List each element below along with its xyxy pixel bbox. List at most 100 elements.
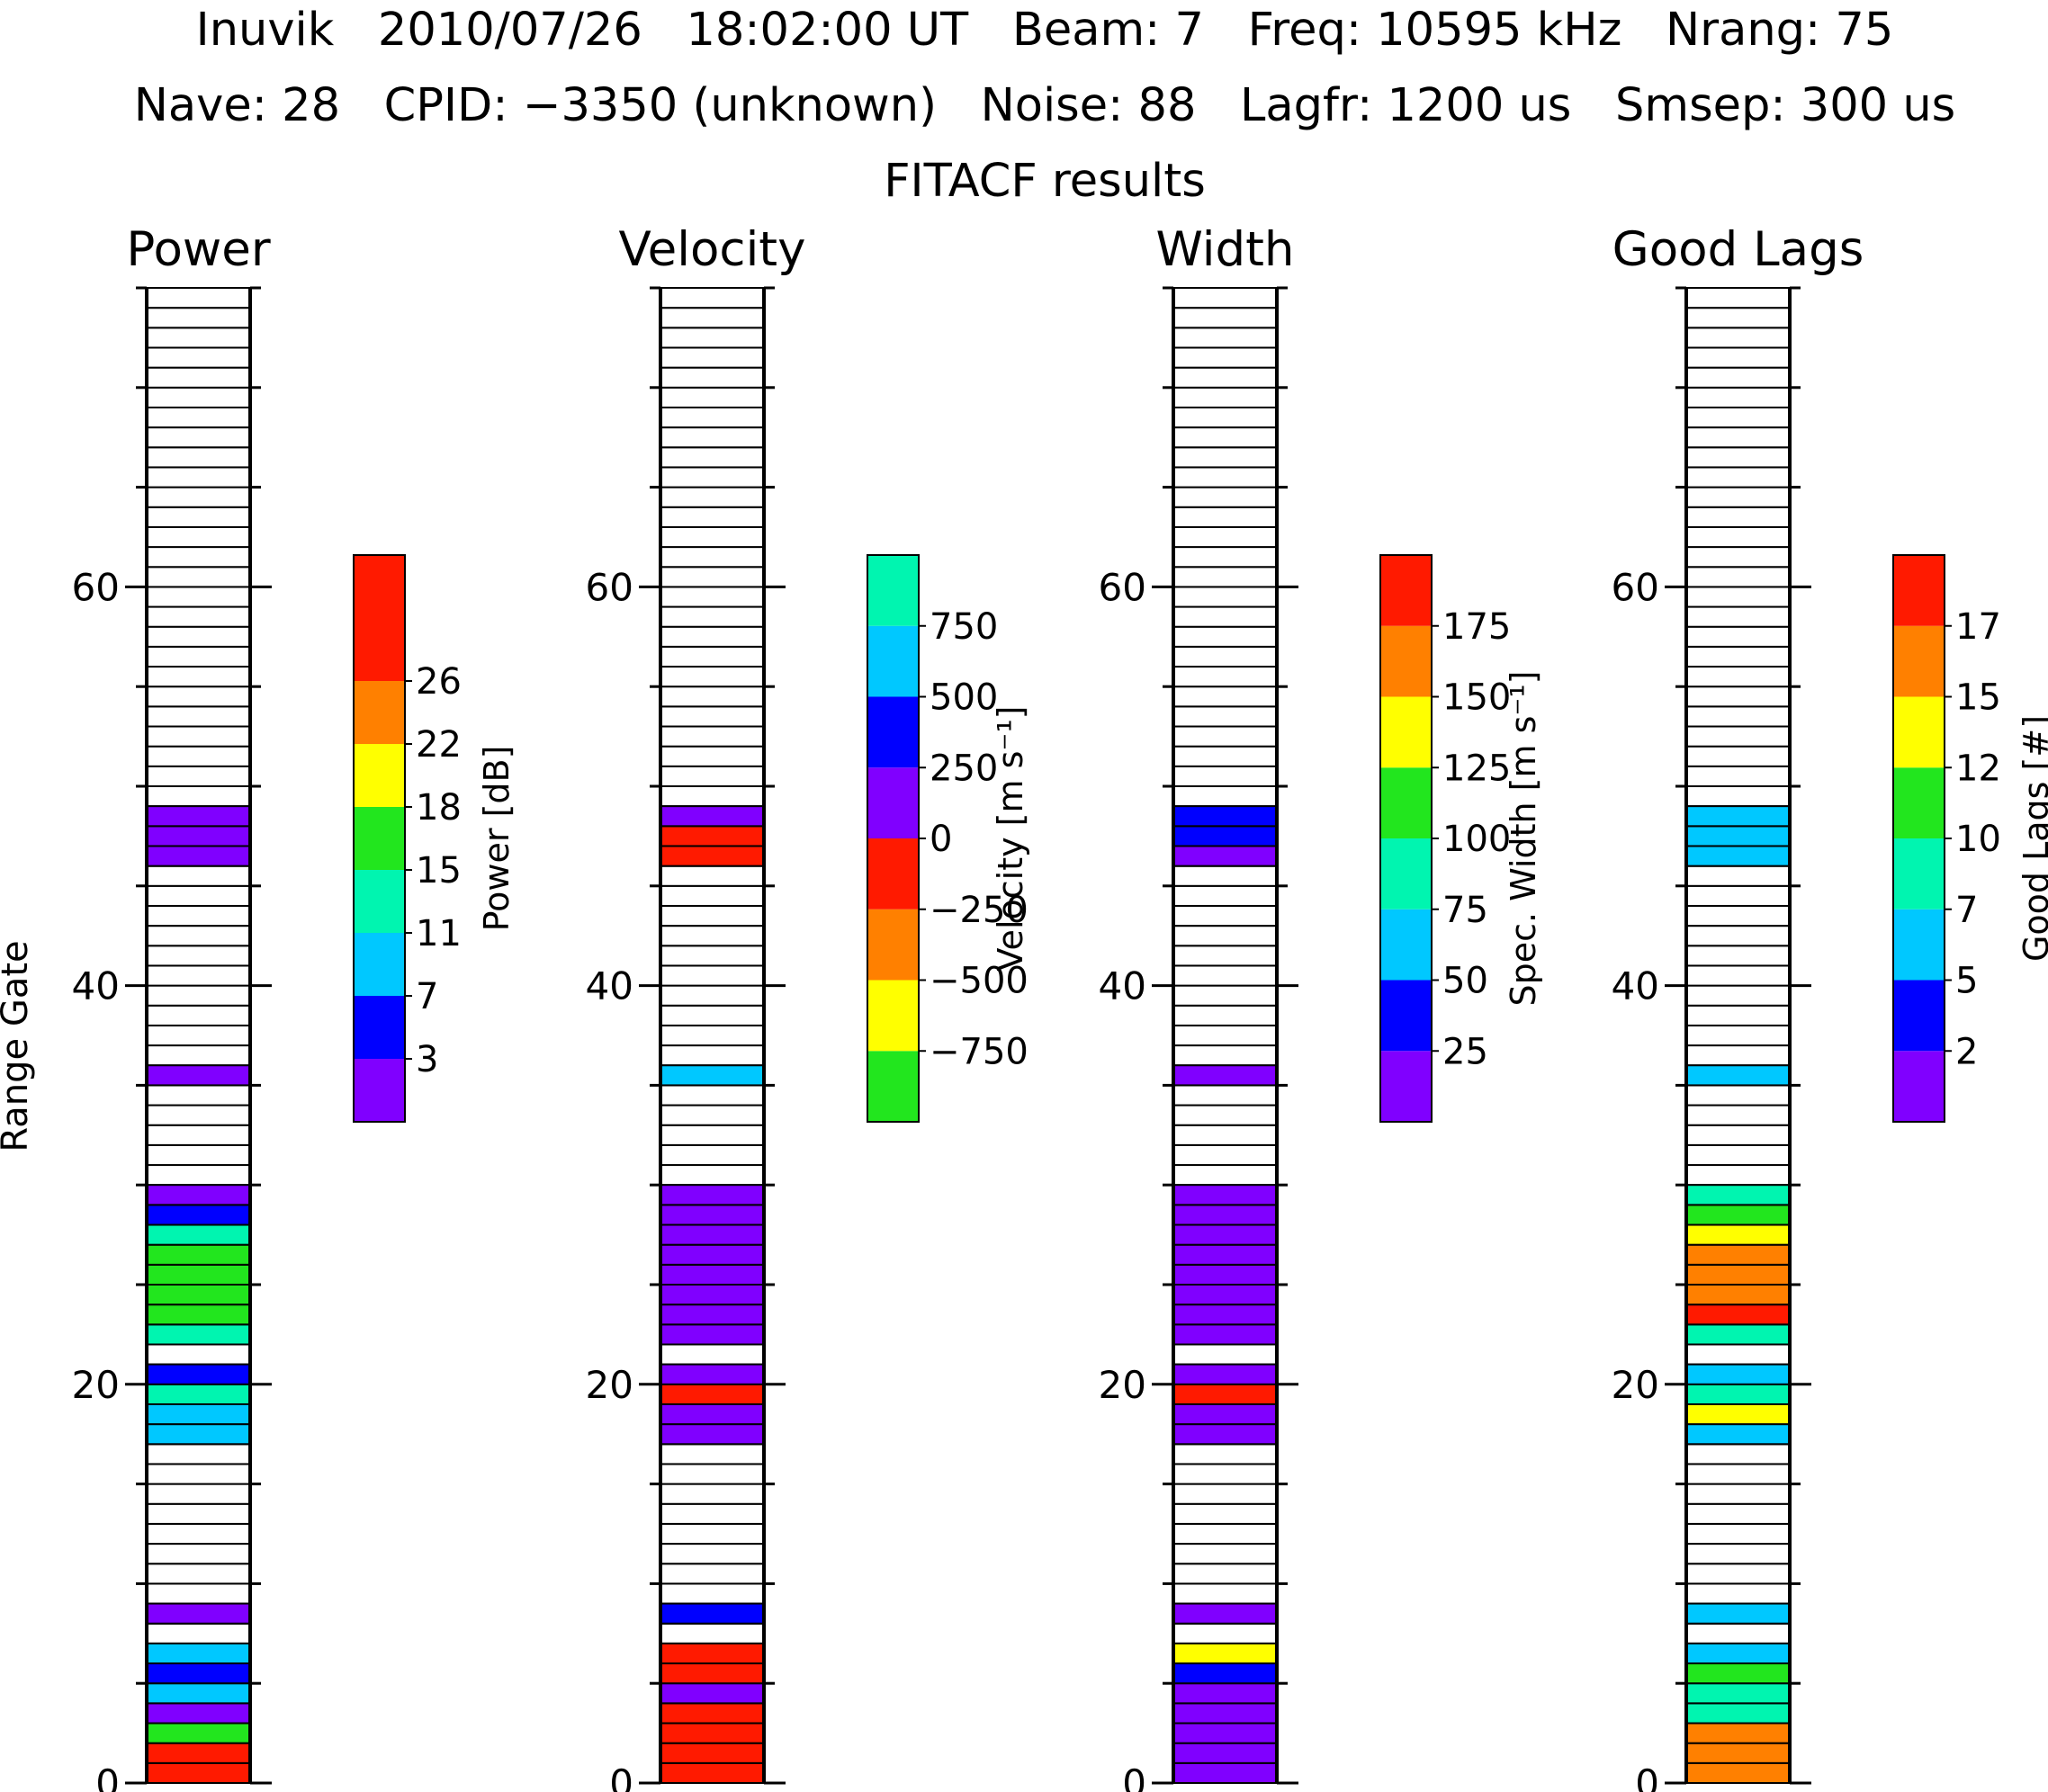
- good-lags-empty-gate: [1685, 605, 1791, 628]
- width-empty-gate: [1172, 1024, 1278, 1047]
- power-empty-gate: [146, 566, 251, 588]
- power-empty-gate: [146, 1563, 251, 1585]
- good-lags-empty-gate: [1685, 525, 1791, 549]
- good-lags-empty-gate: [1685, 1044, 1791, 1067]
- power-gate-cell: [146, 805, 251, 828]
- good-lags-gate-cell: [1685, 1204, 1791, 1226]
- velocity-tick-label: 60: [586, 565, 633, 609]
- velocity-empty-gate: [660, 1343, 765, 1366]
- velocity-gate-cell: [660, 1742, 765, 1764]
- width-empty-gate: [1172, 725, 1278, 748]
- good-lags-colorbar-tick-label: 15: [1955, 677, 2001, 719]
- power-empty-gate: [146, 945, 251, 967]
- velocity-empty-gate: [660, 446, 765, 469]
- velocity-empty-gate: [660, 1622, 765, 1644]
- power-empty-gate: [146, 586, 251, 608]
- power-gate-cell: [146, 1184, 251, 1206]
- width-empty-gate: [1172, 1483, 1278, 1505]
- width-panel: Width 0 20 40 60 25 50 75 100 125 150 175 Spec. Widt…: [1099, 222, 1543, 1792]
- header-line-2: Nave: 28 CPID: −3350 (unknown) Noise: 88…: [134, 79, 1955, 132]
- width-empty-gate: [1172, 625, 1278, 648]
- width-empty-gate: [1172, 765, 1278, 788]
- power-empty-gate: [146, 366, 251, 389]
- power-empty-gate: [146, 964, 251, 987]
- power-empty-gate: [146, 865, 251, 887]
- power-empty-gate: [146, 1164, 251, 1187]
- good-lags-colorbar-tick-label: 12: [1955, 748, 2001, 789]
- velocity-colorbar-swatch: [867, 767, 919, 838]
- y-axis-label: Range Gate: [0, 940, 36, 1151]
- power-gate-cell: [146, 1402, 251, 1426]
- power-colorbar-label: Power [dB]: [477, 746, 516, 932]
- power-gate-cell: [146, 1682, 251, 1705]
- good-lags-empty-gate: [1685, 1343, 1791, 1366]
- velocity-colorbar-tick-label: −500: [930, 961, 1028, 1002]
- width-gate-cell: [1172, 1363, 1278, 1385]
- good-lags-empty-gate: [1685, 1622, 1791, 1644]
- velocity-empty-gate: [660, 925, 765, 947]
- power-empty-gate: [146, 1104, 251, 1126]
- velocity-colorbar-swatch: [867, 1051, 919, 1122]
- power-empty-gate: [146, 1044, 251, 1067]
- good-lags-gate-cell: [1685, 1383, 1791, 1405]
- velocity-gate-cell: [660, 805, 765, 828]
- width-colorbar-tick-label: 125: [1442, 748, 1511, 789]
- velocity-colorbar-swatch: [867, 838, 919, 909]
- good-lags-empty-gate: [1685, 566, 1791, 588]
- good-lags-colorbar-swatch: [1893, 625, 1945, 697]
- width-empty-gate: [1172, 1104, 1278, 1126]
- width-gate-cell: [1172, 1243, 1278, 1266]
- good-lags-empty-gate: [1685, 327, 1791, 349]
- width-empty-gate: [1172, 925, 1278, 947]
- good-lags-colorbar-swatch: [1893, 909, 1945, 981]
- good-lags-gate-cell: [1685, 1702, 1791, 1725]
- velocity-empty-gate: [660, 1522, 765, 1546]
- power-gate-cell: [146, 1204, 251, 1226]
- width-colorbar-tick-label: 175: [1442, 606, 1511, 648]
- power-empty-gate: [146, 765, 251, 788]
- width-gate-cell: [1172, 1184, 1278, 1206]
- power-gate-cell: [146, 1383, 251, 1405]
- power-empty-gate: [146, 1622, 251, 1644]
- power-colorbar-frame: [353, 554, 406, 1123]
- good-lags-empty-gate: [1685, 925, 1791, 947]
- good-lags-gate-cell: [1685, 1284, 1791, 1306]
- velocity-empty-gate: [660, 765, 765, 788]
- velocity-empty-gate: [660, 506, 765, 528]
- velocity-empty-gate: [660, 566, 765, 588]
- width-gate-cell: [1172, 1642, 1278, 1665]
- width-empty-gate: [1172, 386, 1278, 408]
- width-empty-gate: [1172, 1502, 1278, 1525]
- width-empty-gate: [1172, 546, 1278, 569]
- velocity-empty-gate: [660, 1143, 765, 1167]
- width-colorbar-swatch: [1380, 625, 1432, 697]
- power-colorbar-swatch: [354, 618, 405, 681]
- width-empty-gate: [1172, 426, 1278, 449]
- power-gate-cell: [146, 845, 251, 867]
- velocity-empty-gate: [660, 666, 765, 688]
- good-lags-empty-gate: [1685, 865, 1791, 887]
- velocity-empty-gate: [660, 685, 765, 708]
- width-empty-gate: [1172, 566, 1278, 588]
- velocity-gate-cell: [660, 1402, 765, 1426]
- width-empty-gate: [1172, 1004, 1278, 1026]
- power-empty-gate: [146, 645, 251, 668]
- power-colorbar-tick-label: 3: [416, 1039, 438, 1080]
- width-gate-cell: [1172, 1304, 1278, 1326]
- velocity-gate-cell: [660, 1263, 765, 1286]
- velocity-gate-cell: [660, 1662, 765, 1685]
- velocity-empty-gate: [660, 586, 765, 608]
- good-lags-empty-gate: [1685, 346, 1791, 369]
- good-lags-empty-gate: [1685, 406, 1791, 429]
- power-empty-gate: [146, 287, 251, 309]
- good-lags-gate-cell: [1685, 1304, 1791, 1326]
- good-lags-gate-cell: [1685, 1742, 1791, 1764]
- width-colorbar-tick-label: 75: [1442, 890, 1488, 931]
- velocity-colorbar-tick-label: −750: [930, 1031, 1028, 1072]
- velocity-title: Velocity: [619, 222, 806, 277]
- velocity-colorbar-tick-label: 500: [930, 677, 998, 719]
- width-gate-cell: [1172, 1602, 1278, 1625]
- good-lags-empty-gate: [1685, 884, 1791, 907]
- power-empty-gate: [146, 785, 251, 808]
